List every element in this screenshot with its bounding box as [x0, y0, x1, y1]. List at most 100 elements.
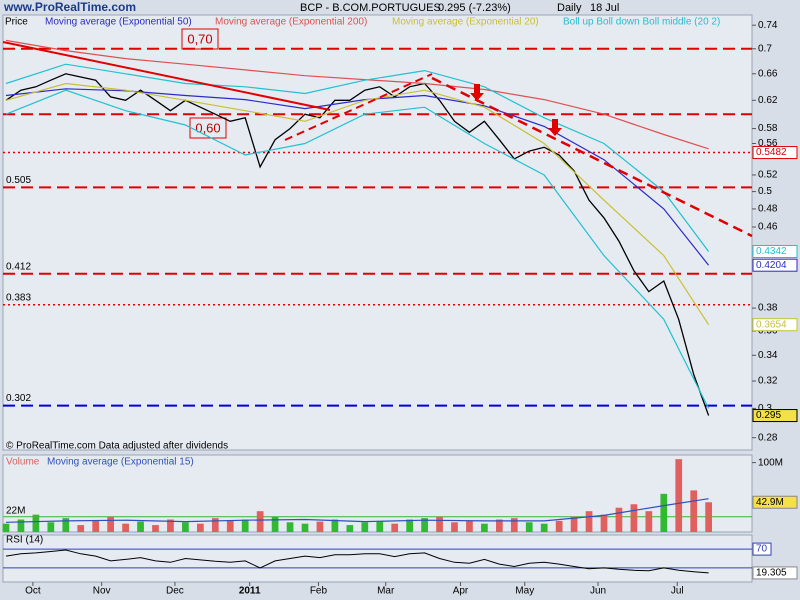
- volume-bar: [525, 522, 533, 532]
- level-label: 0.302: [6, 393, 31, 404]
- volume-bar: [391, 523, 399, 532]
- volume-bar: [376, 520, 384, 532]
- level-label: 0.412: [6, 261, 31, 272]
- volume-bar: [690, 490, 698, 532]
- volume-bar: [122, 523, 129, 532]
- x-tick-label: Jun: [590, 586, 606, 597]
- volume-bar: [421, 518, 428, 532]
- value-box: [752, 244, 798, 258]
- legend-entry: Volume: [6, 457, 40, 468]
- volume-bar: [570, 516, 578, 532]
- value-box-label: 42.9M: [756, 497, 784, 508]
- y-tick-label: 0.56: [758, 138, 778, 149]
- y-tick-label: 0.66: [758, 68, 778, 79]
- volume-bar: [2, 523, 10, 532]
- y-tick-label: 0.28: [758, 432, 778, 443]
- legend-entry: Moving average (Exponential 50): [45, 17, 192, 28]
- volume-bar: [62, 518, 70, 532]
- value-box: [752, 318, 798, 332]
- volume-bar: [137, 521, 144, 532]
- footer-note: © ProRealTime.com Data adjusted after di…: [6, 441, 228, 452]
- legend-entry: Moving average (Exponential 15): [47, 457, 194, 468]
- volume-panel: [2, 454, 753, 533]
- y-tick-label: 0.62: [758, 95, 778, 106]
- value-box-label: 0.5482: [756, 147, 787, 158]
- y-tick-label: 0.58: [758, 123, 778, 134]
- level-label: 0.505: [6, 175, 31, 186]
- arrow: [548, 119, 562, 136]
- volume-bar: [481, 523, 488, 532]
- volume-bar: [660, 493, 668, 532]
- indicator-line: [5, 82, 710, 326]
- volume-bar: [555, 520, 563, 532]
- volume-bar: [271, 516, 279, 532]
- annotation: 0,70: [187, 31, 212, 46]
- indicator-line: [5, 498, 709, 523]
- value-box: [752, 495, 798, 509]
- value-box-label: 70: [756, 544, 768, 555]
- volume-bar: [451, 522, 458, 532]
- value-box: [752, 409, 798, 423]
- x-tick-label: Dec: [166, 586, 184, 597]
- volume-bar: [495, 519, 503, 532]
- annotation: 0,60: [195, 120, 220, 135]
- volume-bar: [32, 514, 40, 532]
- x-tick-label: Feb: [310, 586, 328, 597]
- volume-bar: [211, 518, 219, 532]
- value-box-label: 19.305: [756, 568, 787, 579]
- y-tick-label: 0.32: [758, 376, 778, 387]
- y-tick-label: 0.5: [758, 186, 772, 197]
- value-box-label: 0.295: [756, 410, 781, 421]
- volume-bar: [510, 518, 518, 532]
- volume-bar: [361, 522, 369, 532]
- x-tick-label: Mar: [377, 586, 395, 597]
- trendlines: [2, 41, 753, 238]
- y-tick-label: 0.7: [758, 43, 772, 54]
- volume-bar: [182, 522, 189, 532]
- legend-entry: Moving average (Exponential 200): [215, 17, 367, 28]
- volume-bar: [630, 504, 638, 532]
- x-tick-label: May: [515, 586, 534, 597]
- volume-bar: [77, 525, 85, 532]
- rsi-title: RSI (14): [6, 535, 43, 546]
- volume-bar: [346, 525, 354, 532]
- y-tick-label: 0.48: [758, 204, 778, 215]
- volume-bar: [585, 511, 593, 532]
- site-name[interactable]: www.ProRealTime.com: [3, 0, 136, 14]
- y-tick-label: 0.38: [758, 303, 778, 314]
- volume-bar: [256, 511, 264, 532]
- date: 18 Jul: [590, 2, 619, 14]
- volume-bar: [331, 519, 339, 532]
- volume-bar: [196, 523, 204, 532]
- indicator-line: [5, 89, 710, 409]
- volume-bar: [466, 520, 473, 532]
- volume-bar: [436, 516, 443, 532]
- level-label: 0.383: [6, 292, 31, 303]
- annotation-box: [181, 28, 219, 50]
- y-tick-label: 100M: [758, 457, 783, 468]
- value-box-label: 0.4342: [756, 246, 787, 257]
- volume-bar: [705, 502, 713, 532]
- volume-bar: [286, 522, 294, 532]
- x-tick-label: Jul: [671, 586, 684, 597]
- volume-bar: [406, 519, 414, 532]
- trendline: [2, 41, 331, 111]
- x-tick-label: Nov: [93, 586, 111, 597]
- value-box: [752, 566, 798, 580]
- annotation-box: [189, 117, 227, 139]
- value-box: [752, 258, 798, 272]
- volume-bar: [226, 520, 234, 532]
- y-tick-label: 0.74: [758, 20, 778, 31]
- period: Daily: [557, 2, 582, 14]
- volume-bar: [540, 523, 548, 532]
- legend-entry: Price: [5, 17, 28, 28]
- volume-bar: [645, 511, 653, 532]
- last-price: 0.295 (-7.23%): [438, 2, 511, 14]
- trendline: [431, 76, 753, 238]
- annotations: 0,70 0,60: [181, 28, 227, 139]
- x-tick-label: Apr: [453, 586, 469, 597]
- value-box-label: 0.4204: [756, 260, 787, 271]
- volume-bar: [600, 514, 608, 532]
- y-tick-label: 0.46: [758, 222, 778, 233]
- volume-bar: [152, 525, 159, 532]
